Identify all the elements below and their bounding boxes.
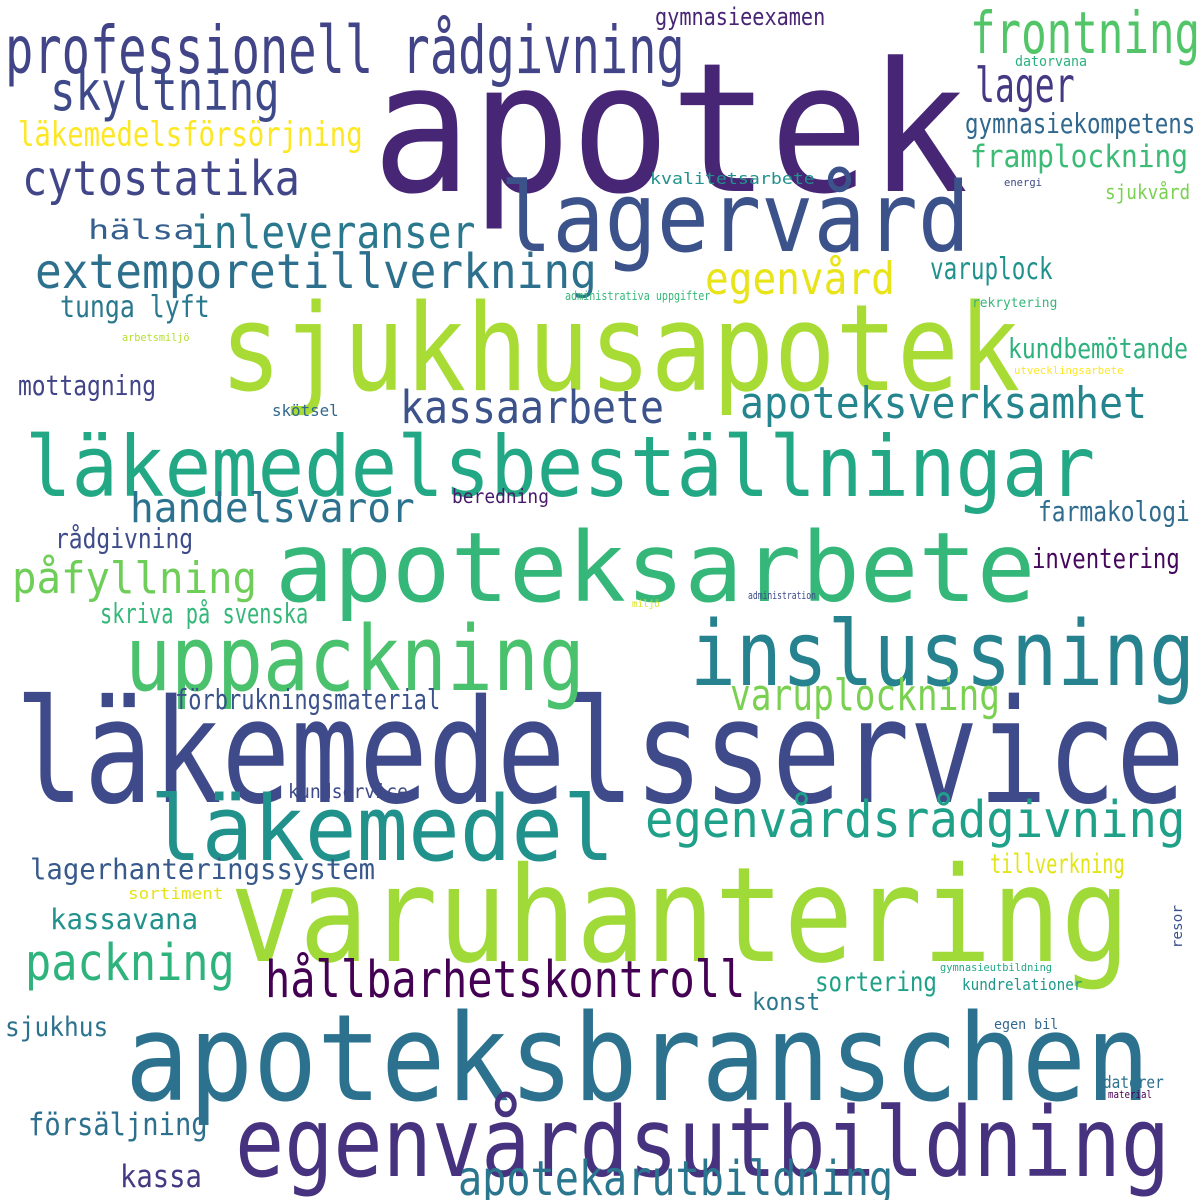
word-sjukhus: sjukhus	[5, 1012, 109, 1043]
word-kundbemotande: kundbemötande	[1008, 332, 1188, 365]
word-packning: packning	[25, 933, 235, 992]
word-lakemedelsbestallningar: läkemedelsbeställningar	[25, 418, 1096, 516]
word-sortering: sortering	[815, 967, 937, 998]
word-datorvana: datorvana	[1015, 54, 1087, 70]
word-gymnasieutbildning: gymnasieutbildning	[940, 961, 1053, 974]
word-kassa: kassa	[120, 1159, 202, 1195]
word-farmakologi: farmakologi	[1038, 495, 1190, 528]
word-inventering: inventering	[1032, 542, 1180, 575]
word-beredning: beredning	[452, 485, 549, 508]
word-energi: energi	[1004, 176, 1043, 189]
word-kundservice: kundservice	[288, 780, 409, 803]
word-extemporetillverkning: extemporetillverkning	[35, 244, 597, 300]
word-lagerhanteringssystem: lagerhanteringssystem	[30, 852, 376, 886]
word-sortiment: sortiment	[128, 885, 224, 903]
word-skyltning: skyltning	[50, 60, 280, 123]
word-lakemedelsforsorjning: läkemedelsförsörjning	[18, 115, 363, 154]
word-sjukhusapotek: sjukhusapotek	[220, 280, 1021, 419]
word-uppackning: uppackning	[125, 607, 585, 712]
word-egenvard: egenvård	[705, 254, 895, 305]
word-varuplock: varuplock	[930, 252, 1053, 287]
word-apoteksverksamhet: apoteksverksamhet	[740, 379, 1148, 429]
word-apotekarutbildning: apotekarutbildning	[458, 1151, 894, 1200]
word-kvalitetsarbete: kvalitetsarbete	[650, 170, 815, 188]
word-halsa: hälsa	[88, 215, 195, 246]
word-administration: administration	[748, 589, 817, 602]
word-apotek: apotek	[372, 25, 969, 234]
word-lakemedelsservice: läkemedelsservice	[15, 668, 1185, 836]
word-sjukvard: sjukvård	[1105, 180, 1191, 204]
word-rekrytering: rekrytering	[972, 296, 1058, 311]
word-radgivning: rådgivning	[55, 522, 194, 555]
word-material: material	[1108, 1088, 1153, 1101]
word-egen-bil: egen bil	[994, 1017, 1059, 1033]
word-hallbarhetskontroll: hållbarhetskontroll	[265, 950, 746, 1009]
word-lagervard: lagervård	[500, 162, 971, 274]
word-forsaljning: försäljning	[28, 1107, 208, 1143]
word-inleveranser: inleveranser	[190, 206, 476, 259]
word-miljo: miljö	[632, 599, 660, 610]
word-administrativa-uppgifter: administrativa uppgifter	[565, 289, 711, 303]
word-lakemedel: läkemedel	[150, 777, 615, 882]
word-datorer: datorer	[1103, 1072, 1164, 1092]
word-forbrukningsmaterial: förbrukningsmaterial	[175, 683, 441, 716]
word-varuplockning: varuplockning	[730, 671, 1001, 721]
word-tunga-lyft: tunga lyft	[60, 290, 210, 325]
word-inslussning: inslussning	[690, 602, 1196, 707]
word-professionell-radgivning: professionell rådgivning	[5, 12, 685, 89]
word-kundrelationer: kundrelationer	[962, 976, 1083, 994]
word-kassavana: kassavana	[50, 902, 199, 936]
word-konst: konst	[752, 988, 821, 1016]
word-frontning: frontning	[970, 0, 1200, 67]
word-apoteksbranschen: apoteksbranschen	[125, 990, 1150, 1129]
word-mottagning: mottagning	[18, 369, 157, 402]
word-handelsvaror: handelsvaror	[130, 484, 415, 532]
word-skriva-pa-svenska: skriva på svenska	[100, 597, 309, 630]
word-gymnasieexamen: gymnasieexamen	[655, 3, 826, 31]
word-utvecklingsarbete: utvecklingsarbete	[1014, 364, 1124, 377]
word-gymnasiekompetens: gymnasiekompetens	[965, 107, 1196, 140]
word-cytostatika: cytostatika	[22, 151, 300, 207]
word-arbetsmiljo: arbetsmiljö	[122, 331, 190, 344]
word-lager: lager	[975, 58, 1075, 114]
word-pafyllning: påfyllning	[12, 554, 258, 604]
word-framplockning: framplockning	[970, 139, 1189, 175]
word-apoteksarbete: apoteksarbete	[275, 512, 1036, 624]
word-varuhantering: varuhantering	[230, 839, 1131, 993]
word-egenvardsutbildning: egenvårdsutbildning	[235, 1087, 1171, 1199]
word-tillverkning: tillverkning	[990, 849, 1125, 880]
word-kassaarbete: kassaarbete	[400, 381, 664, 434]
word-skotsel: skötsel	[272, 402, 339, 420]
word-egenvardsradgivning: egenvårdsrådgivning	[645, 790, 1186, 849]
word-resor: resor	[1170, 905, 1186, 949]
